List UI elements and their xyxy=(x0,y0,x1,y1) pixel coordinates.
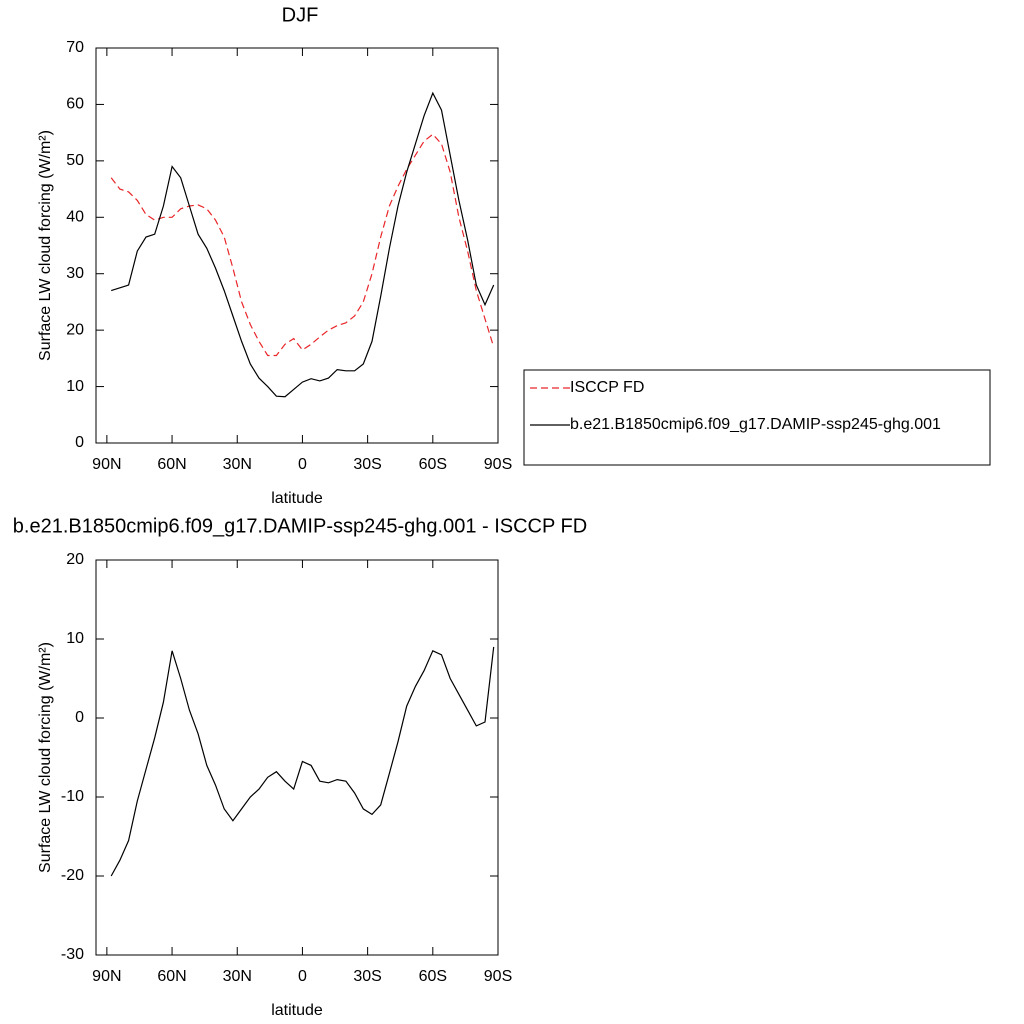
x-axis-label: latitude xyxy=(271,1002,323,1019)
y-tick-label: 0 xyxy=(75,709,84,726)
y-axis-label: Surface LW cloud forcing (W/m²) xyxy=(37,642,54,873)
data-line xyxy=(110,133,495,357)
x-tick-label: 30N xyxy=(223,456,252,473)
y-tick-label: 20 xyxy=(66,551,84,568)
x-tick-label: 30S xyxy=(353,968,381,985)
x-axis-label: latitude xyxy=(271,490,323,507)
y-tick-label: 40 xyxy=(66,209,84,226)
y-tick-label: -10 xyxy=(61,788,84,805)
x-tick-label: 90S xyxy=(484,456,512,473)
chart-title: DJF xyxy=(282,4,319,26)
x-tick-label: 90S xyxy=(484,968,512,985)
y-tick-label: 30 xyxy=(66,265,84,282)
x-tick-label: 0 xyxy=(298,968,307,985)
x-tick-label: 60S xyxy=(419,456,447,473)
x-tick-label: 90N xyxy=(92,456,121,473)
y-tick-label: -20 xyxy=(61,867,84,884)
x-tick-label: 0 xyxy=(298,456,307,473)
x-tick-label: 60N xyxy=(157,968,186,985)
x-tick-label: 60S xyxy=(419,968,447,985)
data-line xyxy=(110,646,495,877)
y-axis-label: Surface LW cloud forcing (W/m²) xyxy=(37,130,54,361)
data-line xyxy=(111,91,495,398)
chart-title: b.e21.B1850cmip6.f09_g17.DAMIP-ssp245-gh… xyxy=(13,515,587,537)
y-tick-label: 10 xyxy=(66,630,84,647)
y-tick-label: 20 xyxy=(66,321,84,338)
legend-box xyxy=(523,369,991,466)
plot-frame xyxy=(95,47,499,444)
x-tick-label: 90N xyxy=(92,968,121,985)
y-tick-label: -30 xyxy=(61,946,84,963)
y-tick-label: 70 xyxy=(66,39,84,56)
x-tick-label: 60N xyxy=(157,456,186,473)
plot-frame xyxy=(95,559,499,956)
legend-label: ISCCP FD xyxy=(570,379,644,396)
legend-label: b.e21.B1850cmip6.f09_g17.DAMIP-ssp245-gh… xyxy=(570,416,941,433)
y-tick-label: 10 xyxy=(66,378,84,395)
x-tick-label: 30N xyxy=(223,968,252,985)
x-tick-label: 30S xyxy=(353,456,381,473)
y-tick-label: 0 xyxy=(75,434,84,451)
y-tick-label: 50 xyxy=(66,152,84,169)
y-tick-label: 60 xyxy=(66,96,84,113)
